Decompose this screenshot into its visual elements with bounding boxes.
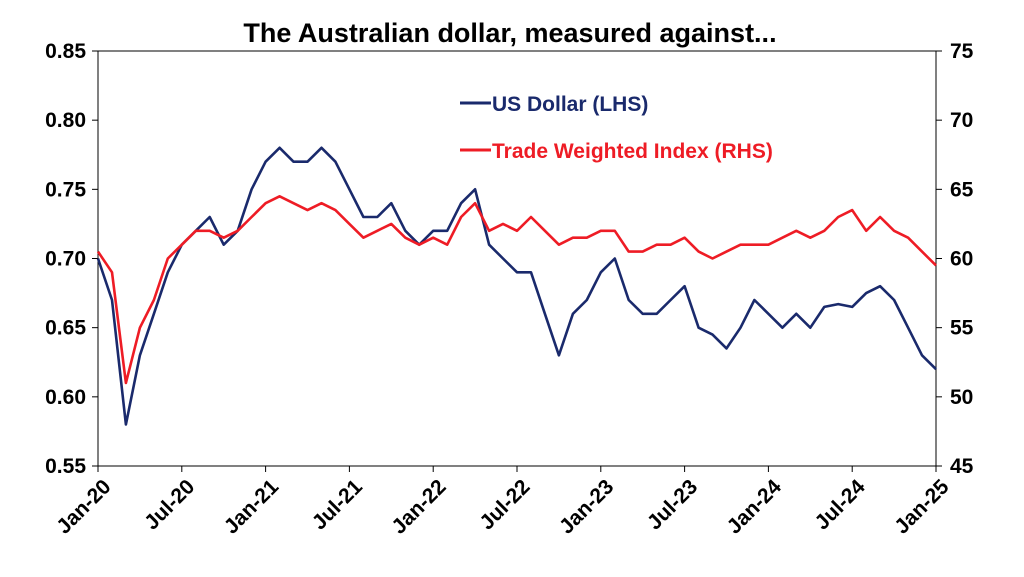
left-axis: 0.55 0.60 0.65 0.70 0.75 0.80 0.85 bbox=[45, 40, 98, 478]
legend-label-twi: Trade Weighted Index (RHS) bbox=[492, 140, 773, 163]
right-axis-tick-label: 65 bbox=[950, 178, 974, 201]
right-axis-tick-label: 70 bbox=[950, 109, 973, 132]
left-axis-tick-label: 0.75 bbox=[45, 178, 86, 201]
legend-label-usd: US Dollar (LHS) bbox=[492, 93, 648, 116]
x-axis-tick-label: Jan-22 bbox=[387, 475, 450, 538]
x-axis-tick-label: Jul-20 bbox=[140, 475, 199, 534]
x-axis-tick-label: Jan-21 bbox=[220, 475, 284, 539]
left-axis-tick-label: 0.55 bbox=[45, 455, 86, 478]
x-axis: Jan-20 Jul-20 Jan-21 Jul-21 Jan-22 Jul-22 Jan-… bbox=[52, 466, 954, 539]
right-axis: 45 50 55 60 65 70 75 bbox=[936, 40, 974, 478]
left-axis-tick-label: 0.65 bbox=[45, 317, 86, 340]
x-axis-tick-label: Jan-20 bbox=[52, 475, 115, 538]
left-axis-tick-label: 0.85 bbox=[45, 40, 86, 63]
x-axis-tick-label: Jan-25 bbox=[890, 475, 954, 539]
series-line-us-dollar bbox=[96, 146, 937, 426]
series-lines bbox=[96, 146, 937, 426]
x-axis-tick-label: Jul-21 bbox=[308, 475, 367, 534]
series-line-trade-weighted-index bbox=[96, 195, 937, 385]
right-axis-tick-label: 60 bbox=[950, 248, 973, 271]
chart-title: The Australian dollar, measured against.… bbox=[243, 18, 776, 48]
x-axis-tick-label: Jan-24 bbox=[723, 475, 787, 539]
legend: US Dollar (LHS) Trade Weighted Index (RH… bbox=[460, 93, 773, 163]
right-axis-tick-label: 50 bbox=[950, 386, 973, 409]
x-axis-tick-label: Jul-24 bbox=[811, 475, 870, 534]
x-axis-tick-label: Jan-23 bbox=[555, 475, 618, 538]
left-axis-tick-label: 0.70 bbox=[45, 248, 86, 271]
x-axis-tick-label: Jul-23 bbox=[643, 475, 702, 534]
right-axis-tick-label: 55 bbox=[950, 317, 974, 340]
x-axis-tick-label: Jul-22 bbox=[475, 475, 534, 534]
left-axis-tick-label: 0.80 bbox=[45, 109, 86, 132]
left-axis-tick-label: 0.60 bbox=[45, 386, 86, 409]
right-axis-tick-label: 45 bbox=[950, 455, 974, 478]
right-axis-tick-label: 75 bbox=[950, 40, 974, 63]
